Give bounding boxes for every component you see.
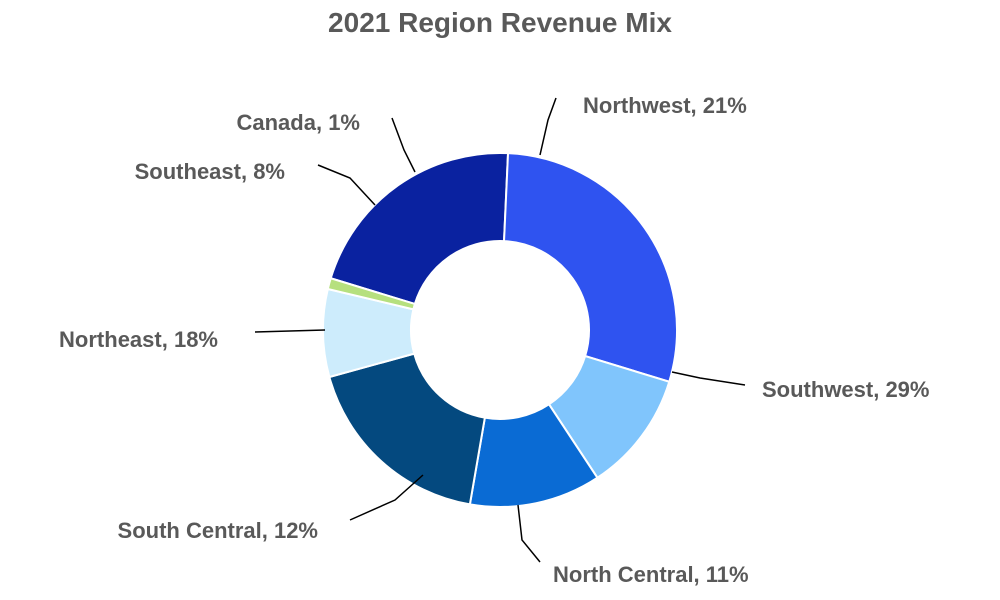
slice-northeast bbox=[328, 352, 487, 506]
slice-label-north-central: North Central, 11% bbox=[553, 562, 749, 587]
slice-southwest bbox=[502, 152, 678, 383]
leader-line-south-central bbox=[349, 474, 424, 521]
slice-label-southwest: Southwest, 29% bbox=[762, 377, 929, 402]
chart-title: 2021 Region Revenue Mix bbox=[328, 7, 672, 38]
slice-labels-group: Northwest, 21% Southwest, 29% North Centra… bbox=[59, 93, 929, 587]
leader-line-northwest bbox=[539, 97, 557, 156]
leader-line-northeast bbox=[254, 329, 326, 333]
leader-line-north-central bbox=[517, 504, 541, 563]
slice-label-northeast: Northeast, 18% bbox=[59, 327, 218, 352]
slice-label-canada: Canada, 1% bbox=[237, 110, 361, 135]
slice-label-southeast: Southeast, 8% bbox=[135, 159, 285, 184]
slice-label-northwest: Northwest, 21% bbox=[583, 93, 747, 118]
slice-northwest bbox=[329, 152, 510, 306]
leader-lines-group bbox=[254, 97, 746, 563]
leader-line-southwest bbox=[671, 371, 746, 386]
leader-line-canada bbox=[391, 117, 416, 173]
leader-line-southeast bbox=[317, 164, 376, 206]
slice-canada bbox=[326, 277, 417, 311]
slice-label-south-central: South Central, 12% bbox=[118, 518, 318, 543]
slices-group bbox=[322, 152, 678, 508]
